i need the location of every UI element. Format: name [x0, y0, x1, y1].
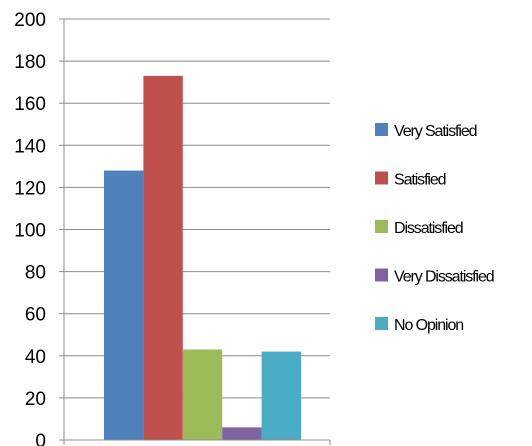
legend-label: Very Satisfied [394, 123, 477, 140]
legend-swatch [375, 220, 388, 233]
legend-item: No Opinion [375, 317, 464, 334]
y-tick-label: 200 [14, 10, 46, 31]
axes [59, 18, 331, 445]
legend: Very Satisfied Satisfied Dissatisfied Very … [375, 123, 495, 334]
bar-no-opinion [261, 351, 301, 440]
legend-item: Very Dissatisfied [375, 268, 495, 286]
legend-item: Very Satisfied [375, 123, 478, 140]
y-tick-label: 80 [25, 263, 46, 284]
y-tick-label: 120 [14, 178, 46, 199]
legend-label: Satisfied [394, 172, 446, 189]
bar-very-satisfied [104, 170, 144, 440]
legend-label: Dissatisfied [394, 220, 463, 237]
y-tick-label: 0 [35, 431, 46, 446]
bar-dissatisfied [182, 349, 223, 440]
bar-satisfied [143, 75, 183, 441]
bar-very-dissatisfied [222, 427, 262, 440]
legend-swatch [375, 268, 388, 282]
y-tick-label: 100 [14, 221, 46, 242]
legend-label: Very Dissatisfied [394, 269, 494, 286]
legend-swatch [375, 171, 388, 185]
legend-item: Satisfied [375, 171, 447, 189]
legend-item: Dissatisfied [375, 220, 464, 237]
y-tick-label: 40 [25, 347, 46, 368]
y-axis-tick-labels: 0 20 40 60 80 100 120 140 160 180 200 [14, 10, 46, 446]
legend-swatch [375, 317, 388, 330]
y-tick-label: 140 [14, 136, 46, 157]
legend-swatch [375, 123, 388, 136]
y-tick-label: 160 [14, 94, 46, 115]
legend-label: No Opinion [394, 317, 463, 334]
y-tick-label: 60 [25, 305, 46, 326]
bars [104, 75, 301, 441]
gridlines [64, 18, 330, 399]
y-tick-label: 180 [14, 52, 46, 73]
y-tick-label: 20 [25, 389, 46, 410]
